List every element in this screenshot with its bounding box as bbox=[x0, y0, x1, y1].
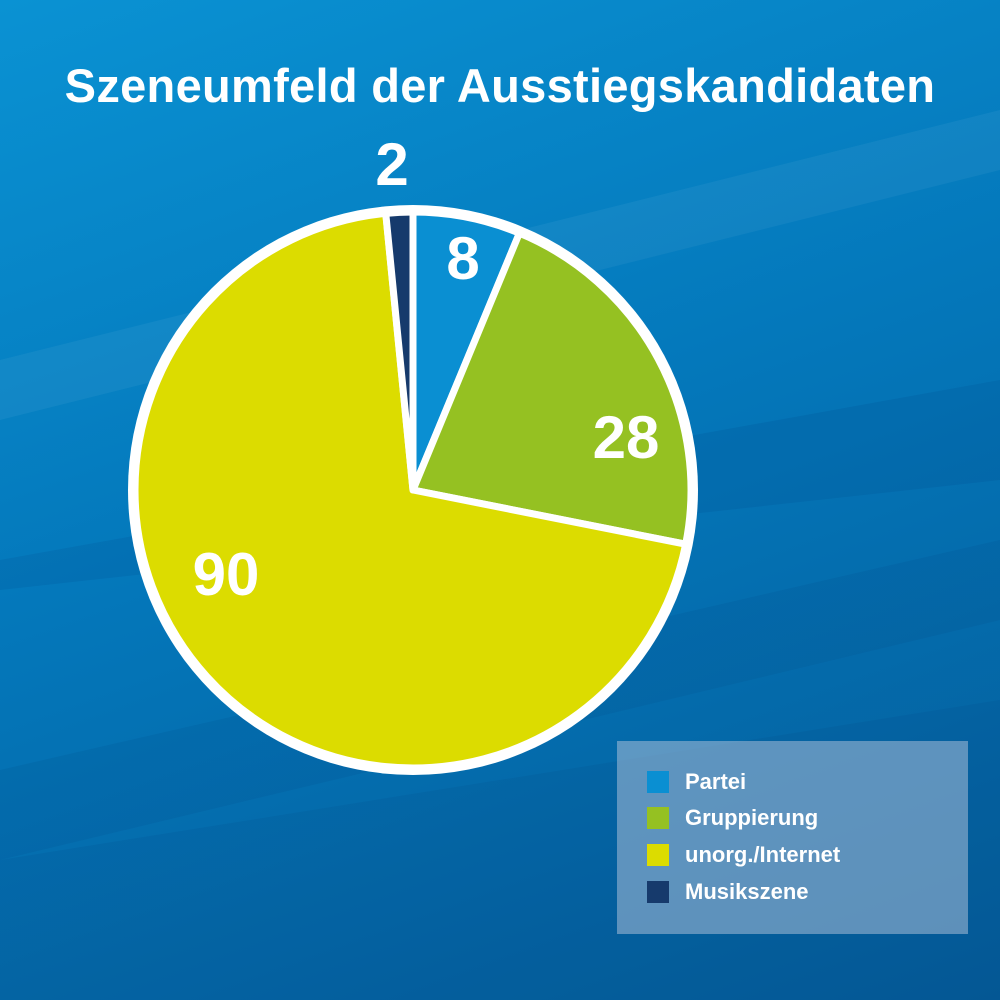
legend-label-gruppierung: Gruppierung bbox=[685, 805, 819, 830]
pie-slice-musikszene bbox=[382, 208, 417, 494]
legend-swatch-gruppierung bbox=[647, 807, 669, 829]
legend: Partei Gruppierung unorg./Internet Musik… bbox=[617, 741, 968, 934]
legend-label-musikszene: Musikszene bbox=[685, 879, 809, 904]
data-label-gruppierung: 28 bbox=[593, 404, 660, 471]
data-label-musikszene: 2 bbox=[375, 131, 408, 198]
legend-item-partei: Partei bbox=[647, 769, 746, 795]
legend-swatch-partei bbox=[647, 771, 669, 793]
legend-swatch-musikszene bbox=[647, 881, 669, 903]
data-label-partei: 8 bbox=[446, 225, 479, 292]
legend-item-unorg-internet: unorg./Internet bbox=[647, 842, 840, 868]
legend-item-musikszene: Musikszene bbox=[647, 879, 809, 905]
legend-label-partei: Partei bbox=[685, 769, 747, 794]
data-label-unorg-internet: 90 bbox=[193, 541, 260, 608]
chart-title: Szeneumfeld der Ausstiegskandidaten bbox=[64, 59, 936, 112]
legend-item-gruppierung: Gruppierung bbox=[647, 805, 818, 831]
pie-slice-gruppierung bbox=[409, 229, 695, 548]
legend-label-unorg-internet: unorg./Internet bbox=[685, 842, 841, 867]
legend-swatch-unorg-internet bbox=[647, 844, 669, 866]
